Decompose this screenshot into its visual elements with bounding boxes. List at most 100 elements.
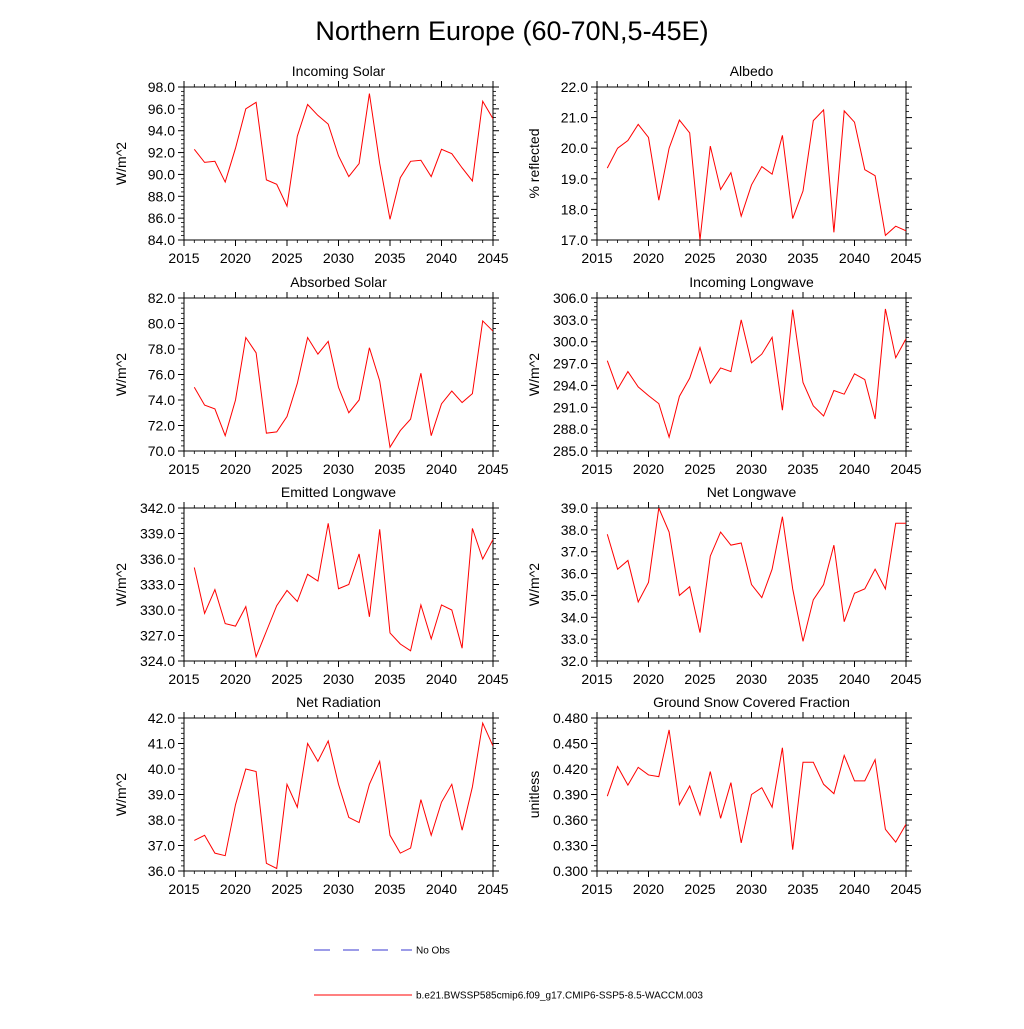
ground-snow-covered-fraction-ytick-label: 0.420 — [553, 761, 588, 777]
incoming-solar-ytick-label: 96.0 — [148, 101, 175, 117]
incoming-longwave-ytick-label: 306.0 — [553, 290, 588, 306]
albedo-ytick-label: 19.0 — [561, 171, 588, 187]
figure-title: Northern Europe (60-70N,5-45E) — [315, 16, 708, 46]
incoming-solar-ytick-label: 94.0 — [148, 123, 175, 139]
incoming-solar-xtick-label: 2015 — [168, 250, 199, 266]
incoming-solar-xtick-label: 2045 — [477, 250, 508, 266]
emitted-longwave-ytick-label: 330.0 — [140, 602, 175, 618]
net-radiation-plot-frame — [183, 717, 494, 872]
ground-snow-covered-fraction-xtick-label: 2020 — [633, 881, 664, 897]
emitted-longwave-ylabel: W/m^2 — [113, 563, 129, 606]
emitted-longwave-ytick-label: 336.0 — [140, 551, 175, 567]
net-radiation-ytick-label: 40.0 — [148, 761, 175, 777]
net-radiation-ytick-label: 42.0 — [148, 710, 175, 726]
ground-snow-covered-fraction-ytick-label: 0.300 — [553, 863, 588, 879]
albedo-xtick-label: 2045 — [890, 250, 921, 266]
net-radiation-ylabel: W/m^2 — [113, 773, 129, 816]
ground-snow-covered-fraction-ytick-label: 0.480 — [553, 710, 588, 726]
incoming-longwave-xtick-label: 2035 — [787, 461, 818, 477]
absorbed-solar-ytick-label: 72.0 — [148, 418, 175, 434]
net-longwave-ytick-label: 36.0 — [561, 566, 588, 582]
incoming-solar-ytick-label: 88.0 — [148, 188, 175, 204]
ground-snow-covered-fraction-ytick-label: 0.390 — [553, 787, 588, 803]
ground-snow-covered-fraction-series-line — [606, 729, 906, 850]
incoming-solar-xtick-label: 2040 — [426, 250, 457, 266]
net-radiation-xtick-label: 2035 — [374, 881, 405, 897]
net-radiation-ytick-label: 36.0 — [148, 863, 175, 879]
incoming-solar-xtick-label: 2025 — [271, 250, 302, 266]
net-radiation-series-line — [194, 721, 493, 870]
net-radiation-title: Net Radiation — [296, 694, 381, 710]
incoming-solar-xtick-label: 2020 — [220, 250, 251, 266]
net-longwave-ytick-label: 37.0 — [561, 544, 588, 560]
emitted-longwave-ytick-label: 342.0 — [140, 500, 175, 516]
incoming-longwave-ytick-label: 285.0 — [553, 443, 588, 459]
incoming-solar-series-line — [193, 93, 493, 220]
incoming-longwave-xtick-label: 2040 — [839, 461, 870, 477]
incoming-solar-ytick-label: 84.0 — [148, 232, 175, 248]
incoming-longwave-ylabel: W/m^2 — [526, 353, 542, 396]
albedo-xtick-label: 2030 — [736, 250, 767, 266]
legend: No Obs b.e21.BWSSP585cmip6.f09_g17.CMIP6… — [314, 946, 703, 1002]
incoming-longwave-xtick-label: 2030 — [736, 461, 767, 477]
emitted-longwave-xtick-label: 2045 — [477, 671, 508, 687]
incoming-solar-ytick-label: 92.0 — [148, 145, 175, 161]
incoming-solar-xtick-label: 2035 — [374, 250, 405, 266]
net-longwave-ytick-label: 39.0 — [561, 500, 588, 516]
incoming-longwave-series-line — [606, 308, 906, 440]
absorbed-solar-xtick-label: 2025 — [271, 461, 302, 477]
albedo-ytick-label: 18.0 — [561, 201, 588, 217]
emitted-longwave-plot-frame — [183, 507, 494, 662]
net-radiation-xtick-label: 2025 — [271, 881, 302, 897]
net-longwave-title: Net Longwave — [707, 484, 797, 500]
net-radiation-xtick-label: 2030 — [323, 881, 354, 897]
absorbed-solar-ytick-label: 80.0 — [148, 316, 175, 332]
panel-ground-snow-covered-fraction: 0.300 0.330 0.360 0.390 0.420 0.450 0.480 2015 2… — [526, 694, 922, 897]
absorbed-solar-xtick-label: 2030 — [323, 461, 354, 477]
emitted-longwave-ytick-label: 333.0 — [140, 577, 175, 593]
panels-group: 84.0 86.0 88.0 90.0 92.0 94.0 96.0 98.0 2015 2020… — [113, 63, 922, 897]
emitted-longwave-xtick-label: 2035 — [374, 671, 405, 687]
net-longwave-series-line — [606, 508, 906, 642]
absorbed-solar-xtick-label: 2040 — [426, 461, 457, 477]
panel-absorbed-solar: 70.0 72.0 74.0 76.0 78.0 80.0 82.0 2015 2020 2025… — [113, 274, 509, 477]
incoming-longwave-ytick-label: 300.0 — [553, 334, 588, 350]
net-radiation-xtick-label: 2015 — [168, 881, 199, 897]
absorbed-solar-ylabel: W/m^2 — [113, 353, 129, 396]
incoming-longwave-ytick-label: 303.0 — [553, 312, 588, 328]
incoming-longwave-plot-frame — [596, 297, 907, 452]
panel-albedo: 17.0 18.0 19.0 20.0 21.0 22.0 2015 2020 2025 2030… — [526, 63, 922, 266]
emitted-longwave-xtick-label: 2040 — [426, 671, 457, 687]
emitted-longwave-title: Emitted Longwave — [281, 484, 396, 500]
absorbed-solar-xtick-label: 2045 — [477, 461, 508, 477]
incoming-longwave-ytick-label: 291.0 — [553, 399, 588, 415]
net-longwave-ytick-label: 38.0 — [561, 522, 588, 538]
ground-snow-covered-fraction-ytick-label: 0.360 — [553, 812, 588, 828]
incoming-longwave-xtick-label: 2020 — [633, 461, 664, 477]
net-longwave-xtick-label: 2030 — [736, 671, 767, 687]
net-longwave-xtick-label: 2015 — [581, 671, 612, 687]
incoming-solar-ytick-label: 98.0 — [148, 79, 175, 95]
panel-net-radiation: 36.0 37.0 38.0 39.0 40.0 41.0 42.0 2015 2020 2025… — [113, 694, 509, 897]
absorbed-solar-ytick-label: 82.0 — [148, 290, 175, 306]
panel-emitted-longwave: 324.0 327.0 330.0 333.0 336.0 339.0 342.0 2015 2… — [113, 484, 509, 687]
incoming-solar-xtick-label: 2030 — [323, 250, 354, 266]
absorbed-solar-ytick-label: 76.0 — [148, 367, 175, 383]
ground-snow-covered-fraction-xtick-label: 2045 — [890, 881, 921, 897]
net-radiation-xtick-label: 2040 — [426, 881, 457, 897]
net-radiation-xtick-label: 2045 — [477, 881, 508, 897]
incoming-longwave-xtick-label: 2045 — [890, 461, 921, 477]
net-longwave-xtick-label: 2040 — [839, 671, 870, 687]
albedo-ylabel: % reflected — [526, 128, 542, 198]
absorbed-solar-series-line — [193, 319, 493, 449]
albedo-ytick-label: 17.0 — [561, 232, 588, 248]
net-radiation-xtick-label: 2020 — [220, 881, 251, 897]
ground-snow-covered-fraction-xtick-label: 2025 — [684, 881, 715, 897]
legend-obs-label: No Obs — [416, 946, 450, 957]
ground-snow-covered-fraction-xtick-label: 2015 — [581, 881, 612, 897]
albedo-ytick-label: 20.0 — [561, 140, 588, 156]
ground-snow-covered-fraction-xtick-label: 2030 — [736, 881, 767, 897]
albedo-ytick-label: 21.0 — [561, 110, 588, 126]
incoming-longwave-ytick-label: 294.0 — [553, 377, 588, 393]
